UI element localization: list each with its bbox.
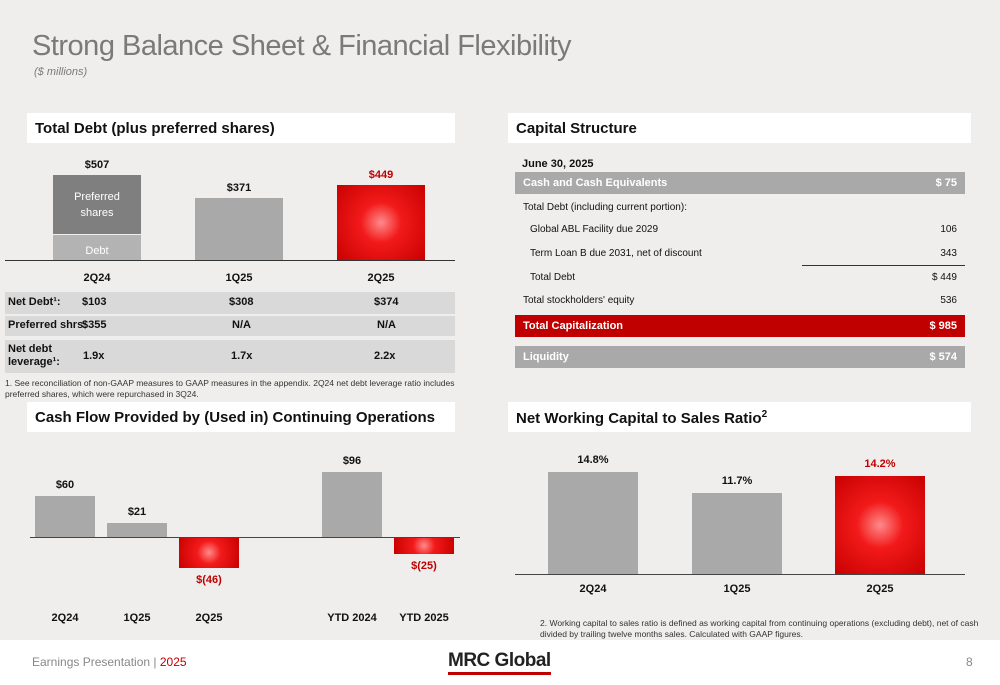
cash-flow-bar xyxy=(322,472,382,537)
capital-row-value: $ 449 xyxy=(931,272,957,283)
footnote-1: 1. See reconciliation of non-GAAP measur… xyxy=(5,378,455,399)
nwc-value-label: 14.8% xyxy=(577,454,609,466)
cash-flow-value-label: $(46) xyxy=(196,574,222,587)
cash-flow-header: Cash Flow Provided by (Used in) Continui… xyxy=(27,402,455,432)
leverage-1q25: 1.7x xyxy=(231,350,253,362)
capital-row: Total stockholders' equity 536 xyxy=(515,291,965,311)
capital-row: Total Debt (including current portion): xyxy=(515,198,965,218)
bar-preferred-label: Preferred shares xyxy=(74,191,120,219)
cash-flow-bar xyxy=(107,522,167,537)
category-label: 2Q24 xyxy=(51,612,79,624)
category-label: YTD 2025 xyxy=(399,612,449,624)
cash-flow-bar xyxy=(394,537,454,554)
cash-flow-bar xyxy=(179,537,239,569)
category-label: 1Q25 xyxy=(123,612,151,624)
preferred-row: Preferred shrs: $355 N/A N/A xyxy=(5,316,455,336)
capital-row: Total Capitalization $ 985 xyxy=(515,315,965,337)
capital-row-label: Total Debt (including current portion): xyxy=(523,202,687,213)
bar-1q25 xyxy=(195,197,283,260)
capital-row: Global ABL Facility due 2029 106 xyxy=(515,220,965,240)
preferred-2q24: $355 xyxy=(82,319,107,331)
nwc-value-label: 11.7% xyxy=(721,475,753,488)
capital-row-value: 536 xyxy=(940,295,957,306)
capital-row-label: Total Capitalization xyxy=(523,320,624,332)
capital-row-label: Cash and Cash Equivalents xyxy=(523,177,668,189)
capital-row: Total Debt $ 449 xyxy=(515,268,965,288)
nwc-chart: 14.8% 2Q24 11.7% 1Q25 14.2% 2Q25 xyxy=(500,440,980,600)
capital-structure-date: June 30, 2025 xyxy=(522,158,594,170)
category-label: 2Q25 xyxy=(866,583,894,595)
cash-flow-bar xyxy=(35,496,95,537)
page-subtitle: ($ millions) xyxy=(34,66,88,78)
leverage-2q24: 1.9x xyxy=(83,350,105,362)
cash-flow-chart: $60 2Q24 $21 1Q25 $(46) 2Q25 $96 YTD 2024 $(25) Y… xyxy=(0,440,470,630)
category-label: 1Q25 xyxy=(225,272,253,284)
axis-baseline xyxy=(515,574,965,575)
category-label: 1Q25 xyxy=(723,583,751,595)
capital-row-label: Global ABL Facility due 2029 xyxy=(530,224,659,235)
category-label: 2Q24 xyxy=(83,272,111,284)
nwc-bar xyxy=(835,476,925,574)
capital-row-label: Total Debt xyxy=(530,272,576,283)
leverage-label: Net debt leverage¹: xyxy=(8,343,60,368)
nwc-header-text: Net Working Capital to Sales Ratio xyxy=(516,410,762,427)
bar-value-label: $507 xyxy=(84,159,110,171)
net-debt-2q24: $103 xyxy=(82,296,107,308)
bar-2q25 xyxy=(337,184,425,260)
preferred-label: Preferred shrs: xyxy=(8,319,87,331)
bar-value-label: $449 xyxy=(368,168,394,181)
bar-debt-label: Debt xyxy=(85,244,109,257)
axis-baseline xyxy=(30,537,460,538)
category-label: 2Q25 xyxy=(195,612,223,624)
capital-row: Term Loan B due 2031, net of discount 343 xyxy=(515,244,965,264)
bar-2q24-debt: Debt xyxy=(53,234,141,260)
capital-row: Liquidity $ 574 xyxy=(515,346,965,368)
nwc-bar xyxy=(692,493,782,574)
bar-value-label: $371 xyxy=(226,181,252,194)
nwc-header-sup: 2 xyxy=(761,409,768,420)
cash-flow-value-label: $60 xyxy=(55,479,75,492)
footer-text: Earnings Presentation | xyxy=(32,655,160,669)
nwc-value-label: 14.2% xyxy=(864,458,896,471)
footer-label: Earnings Presentation | 2025 xyxy=(32,655,187,669)
capital-row-value: $ 75 xyxy=(935,177,957,189)
net-debt-row: Net Debt¹: $103 $308 $374 xyxy=(5,292,455,314)
capital-row: Cash and Cash Equivalents $ 75 xyxy=(515,172,965,194)
footer-year: 2025 xyxy=(159,655,187,669)
footnote-2: 2. Working capital to sales ratio is def… xyxy=(540,618,979,639)
capital-row-value: $ 985 xyxy=(929,320,957,332)
total-debt-chart: Debt Preferred shares $507 2Q24 $371 1Q25 $449… xyxy=(0,150,470,285)
capital-row-label: Total stockholders' equity xyxy=(523,295,635,306)
page-title: Strong Balance Sheet & Financial Flexibi… xyxy=(32,30,571,62)
net-debt-2q25: $374 xyxy=(374,296,399,308)
cash-flow-value-label: $21 xyxy=(127,505,147,518)
category-label: 2Q24 xyxy=(579,583,607,595)
leverage-row: Net debt leverage¹: 1.9x 1.7x 2.2x xyxy=(5,340,455,373)
net-debt-label: Net Debt¹: xyxy=(8,296,61,308)
capital-row-value: $ 574 xyxy=(929,351,957,363)
page-number: 8 xyxy=(966,655,973,669)
leverage-2q25: 2.2x xyxy=(374,350,396,362)
axis-baseline xyxy=(5,260,455,261)
cash-flow-value-label: $96 xyxy=(342,455,362,467)
nwc-header: Net Working Capital to Sales Ratio2 xyxy=(508,402,971,432)
capital-row-label: Liquidity xyxy=(523,351,569,363)
company-logo: MRC Global xyxy=(448,651,551,675)
footer-bar xyxy=(0,640,1000,685)
bar-2q24-preferred: Preferred shares xyxy=(53,175,141,234)
capital-row-value: 343 xyxy=(940,248,957,259)
preferred-1q25: N/A xyxy=(232,319,251,331)
capital-row-value: 106 xyxy=(940,224,957,235)
net-debt-1q25: $308 xyxy=(229,296,254,308)
capital-structure-header: Capital Structure xyxy=(508,113,971,143)
category-label: 2Q25 xyxy=(367,272,395,284)
nwc-bar xyxy=(548,472,638,574)
total-debt-header: Total Debt (plus preferred shares) xyxy=(27,113,455,143)
preferred-2q25: N/A xyxy=(377,319,396,331)
cash-flow-value-label: $(25) xyxy=(411,559,437,572)
category-label: YTD 2024 xyxy=(327,612,377,624)
capital-row-label: Term Loan B due 2031, net of discount xyxy=(530,248,702,259)
subtotal-underline xyxy=(802,265,965,266)
